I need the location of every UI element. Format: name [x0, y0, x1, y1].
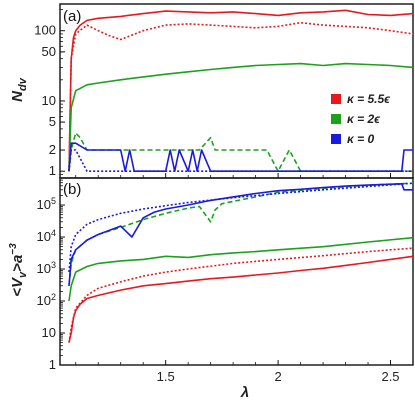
legend-label-red: κ = 5.5ϵ: [347, 92, 390, 106]
series-line-b-4: [68, 183, 413, 286]
y-tick-label-b: 104: [37, 228, 56, 244]
y-tick-label-a: 100: [34, 23, 56, 38]
series-line-b-1: [68, 247, 414, 343]
y-tick-label-a: 5: [49, 114, 56, 129]
plot-frame-a: [59, 3, 414, 179]
y-tick-label-a: 50: [42, 44, 56, 59]
y-axis-title-b: <Vv>a−3: [8, 243, 29, 297]
legend-label-blue: κ = 0: [347, 132, 374, 146]
y-tick-label-a: 2: [49, 142, 56, 157]
series-line-a-4: [68, 142, 413, 172]
y-tick-label-b: 103: [37, 260, 56, 276]
y-tick-label-b: 1: [49, 357, 56, 372]
panel-label-b: (b): [63, 181, 81, 198]
series-line-b-0: [68, 255, 414, 343]
x-tick-label: 2.5: [381, 369, 399, 384]
legend-swatch-blue: [331, 134, 341, 144]
panel-a: 1 2 5 10 50 100: [34, 3, 414, 179]
x-tick-label: 1.5: [157, 369, 175, 384]
y-tick-label-b: 105: [37, 196, 56, 212]
panel-label-a: (a): [63, 8, 81, 25]
legend: κ = 5.5ϵ κ = 2ϵ κ = 0: [331, 92, 390, 146]
y-tick-label-a: 10: [42, 93, 56, 108]
plot-frame-b: [59, 177, 414, 366]
series-line-b-3: [68, 182, 414, 286]
y-tick-label-b: 10: [42, 325, 56, 340]
series-line-a-3: [68, 132, 413, 172]
panel-b: 1 10 102 103 104 105 1.5 2 2.5: [37, 177, 414, 384]
series-line-b-5: [68, 182, 414, 273]
legend-label-green: κ = 2ϵ: [347, 112, 380, 126]
x-tick-label: 2: [274, 369, 281, 384]
y-tick-label-a: 1: [49, 163, 56, 178]
series-line-b-2: [68, 236, 414, 302]
series-line-a-2: [68, 62, 414, 172]
y-tick-label-b: 102: [37, 292, 56, 308]
series-line-a-1: [68, 21, 414, 172]
legend-swatch-green: [331, 114, 341, 124]
legend-swatch-red: [331, 94, 341, 104]
y-axis-title-a: Ndv: [9, 77, 29, 102]
x-axis-title: λ: [240, 384, 249, 401]
series-line-a-0: [68, 9, 414, 172]
